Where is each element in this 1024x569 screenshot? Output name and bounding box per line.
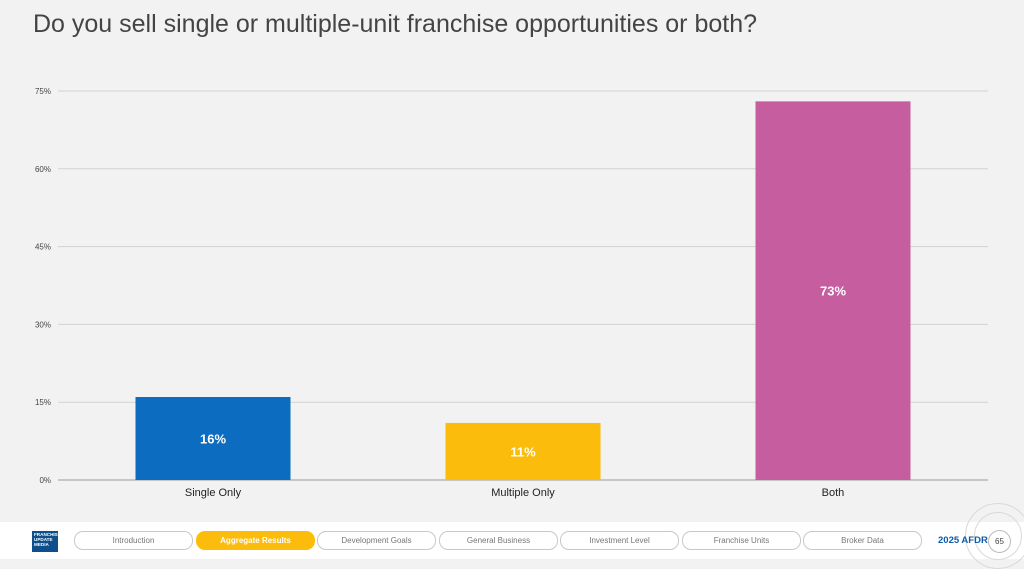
bar <box>755 101 911 480</box>
report-label: 2025 AFDR <box>938 535 988 546</box>
bar <box>445 422 601 480</box>
nav-development-goals[interactable]: Development Goals <box>317 531 436 550</box>
bar-chart: 0% 15% 30% 45% 60% 75% 16% Single Only 11% Multip… <box>35 87 988 499</box>
x-tick-label: Multiple Only <box>491 487 555 499</box>
y-tick-label: 15% <box>35 398 51 407</box>
logo-line: FRANCHISE <box>34 532 58 537</box>
bar <box>135 397 291 480</box>
y-tick-label: 75% <box>35 87 51 96</box>
data-label: 16% <box>200 432 226 447</box>
nav-general-business[interactable]: General Business <box>439 531 558 550</box>
nav-investment-level[interactable]: Investment Level <box>560 531 679 550</box>
data-label: 11% <box>510 444 536 459</box>
logo-line: UPDATE <box>34 537 53 543</box>
y-tick-label: 0% <box>39 476 51 485</box>
page-title: Do you sell single or multiple-unit fran… <box>33 10 757 38</box>
nav-aggregate-results[interactable]: Aggregate Results <box>196 531 315 550</box>
nav-broker-data[interactable]: Broker Data <box>803 531 922 550</box>
franchise-update-media-logo: FRANCHISE UPDATE MEDIA <box>32 531 58 552</box>
logo-line: MEDIA <box>34 542 49 548</box>
y-tick-label: 60% <box>35 165 51 174</box>
y-tick-label: 30% <box>35 320 51 329</box>
y-tick-label: 45% <box>35 243 51 252</box>
footer: FRANCHISE UPDATE MEDIA Introduction Aggr… <box>0 503 1024 569</box>
x-tick-label: Both <box>822 487 845 499</box>
x-tick-label: Single Only <box>185 487 242 499</box>
page-number: 65 <box>988 530 1011 553</box>
nav-introduction[interactable]: Introduction <box>74 531 193 550</box>
data-label: 73% <box>820 284 846 299</box>
nav-franchise-units[interactable]: Franchise Units <box>682 531 801 550</box>
